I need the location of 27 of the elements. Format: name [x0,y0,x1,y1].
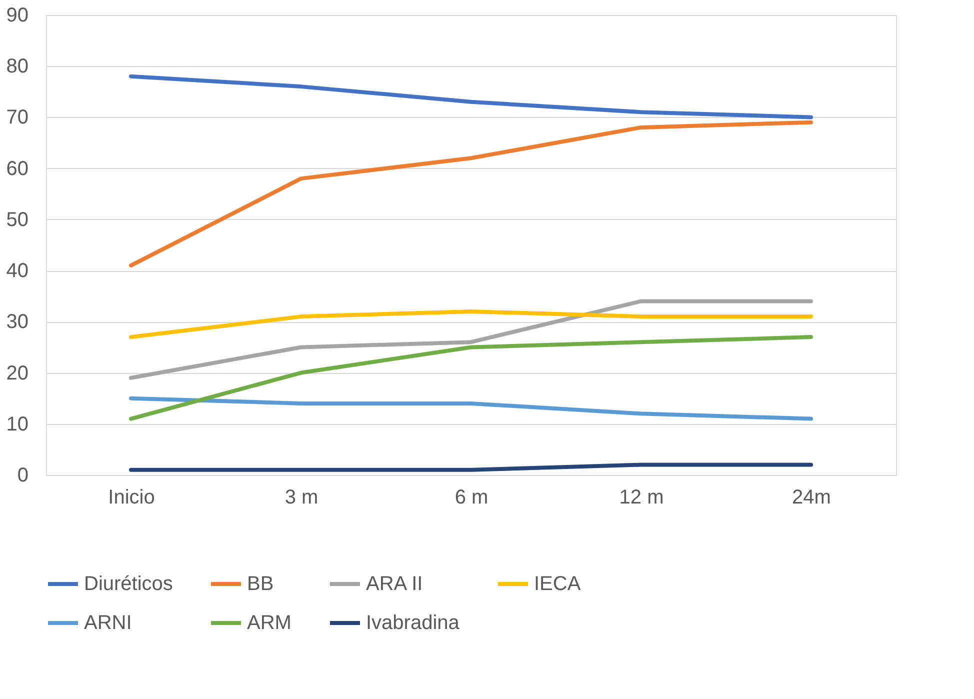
line-series [129,74,813,120]
line-series [129,396,813,421]
y-tick-label: 50 [6,208,28,231]
y-tick-label: 70 [6,106,28,129]
legend-label: ARM [247,612,292,634]
legend-label: BB [247,573,274,595]
x-tick-label: 24m [792,486,831,508]
x-tick-label: 6 m [454,486,488,508]
y-tick-label: 10 [6,413,28,436]
y-tick-label: 80 [6,56,28,78]
line-series [129,335,813,421]
x-tick-label: 12 m [619,486,664,508]
legend-label: ARA II [366,573,423,595]
y-tick-label: 20 [6,362,28,384]
x-tick-label: 3 m [284,486,318,508]
line-series [129,120,813,268]
x-tick-label: Inicio [108,486,155,508]
legend-label: ARNI [84,612,132,634]
legend-label: IECA [534,573,582,595]
legend-label: Ivabradina [366,612,460,634]
y-tick-label: 0 [17,464,28,486]
y-tick-label: 30 [6,311,28,334]
legend-label: Diuréticos [84,573,173,595]
y-tick-label: 90 [6,4,28,26]
y-tick-label: 40 [6,260,28,282]
line-series [129,299,813,380]
y-tick-label: 60 [6,158,28,180]
